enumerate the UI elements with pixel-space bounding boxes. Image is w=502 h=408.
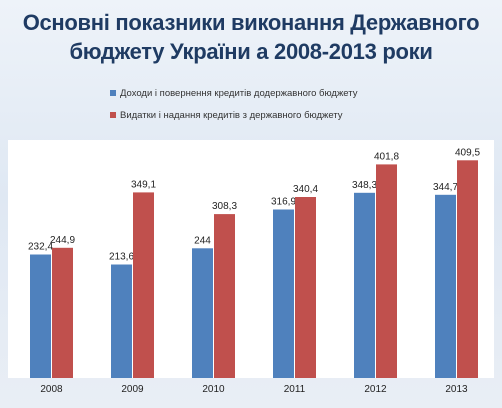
x-tick-label-2013: 2013 [445, 384, 468, 395]
bar-expenditure-2009 [133, 192, 154, 378]
bar-revenue-2013 [435, 194, 456, 378]
legend-swatch-expenditure [110, 112, 116, 118]
data-label-expenditure-2008: 244,9 [50, 235, 75, 246]
bar-expenditure-2010 [214, 214, 235, 378]
chart-title: Основні показники виконання Державного б… [0, 8, 502, 66]
bar-expenditure-2013 [457, 160, 478, 378]
bar-expenditure-2012 [376, 164, 397, 378]
data-label-revenue-2012: 348,3 [352, 180, 377, 191]
x-tick-label-2010: 2010 [202, 384, 225, 395]
data-label-expenditure-2012: 401,8 [374, 151, 399, 162]
data-label-expenditure-2009: 349,1 [131, 179, 156, 190]
bar-revenue-2011 [273, 209, 294, 378]
x-axis-labels: 2008 2009 2010 2011 2012 2013 [8, 384, 494, 402]
plot-area: 232,4 244,9 213,6 349,1 244 308,3 316,9 340,4 34… [8, 140, 494, 378]
legend-item-expenditure: Видатки і надання кредитів з державного … [110, 104, 357, 126]
x-tick-label-2009: 2009 [121, 384, 144, 395]
data-label-expenditure-2011: 340,4 [293, 184, 318, 195]
legend-item-revenue: Доходи і повернення кредитів додержавног… [110, 82, 357, 104]
bar-revenue-2008 [30, 254, 51, 378]
data-label-revenue-2009: 213,6 [109, 252, 134, 263]
x-tick-label-2012: 2012 [364, 384, 387, 395]
data-label-expenditure-2013: 409,5 [455, 147, 480, 158]
bar-revenue-2010 [192, 248, 213, 378]
data-label-revenue-2010: 244 [194, 235, 211, 246]
data-label-revenue-2013: 344,7 [433, 182, 458, 193]
chart-legend: Доходи і повернення кредитів додержавног… [110, 82, 357, 126]
x-tick-label-2011: 2011 [283, 384, 306, 395]
data-label-revenue-2008: 232,4 [28, 242, 53, 253]
bar-revenue-2009 [111, 264, 132, 378]
bar-expenditure-2011 [295, 197, 316, 378]
legend-label-revenue: Доходи і повернення кредитів додержавног… [120, 87, 358, 99]
legend-label-expenditure: Видатки і надання кредитів з державного … [120, 109, 343, 121]
legend-swatch-revenue [110, 90, 116, 96]
bar-revenue-2012 [354, 192, 375, 378]
data-label-revenue-2011: 316,9 [271, 197, 296, 208]
chart-title-line-2: бюджету України а 2008-2013 роки [69, 39, 433, 64]
x-tick-label-2008: 2008 [40, 384, 63, 395]
bar-expenditure-2008 [52, 247, 73, 378]
chart-title-line-1: Основні показники виконання Державного [22, 10, 480, 35]
data-label-expenditure-2010: 308,3 [212, 201, 237, 212]
